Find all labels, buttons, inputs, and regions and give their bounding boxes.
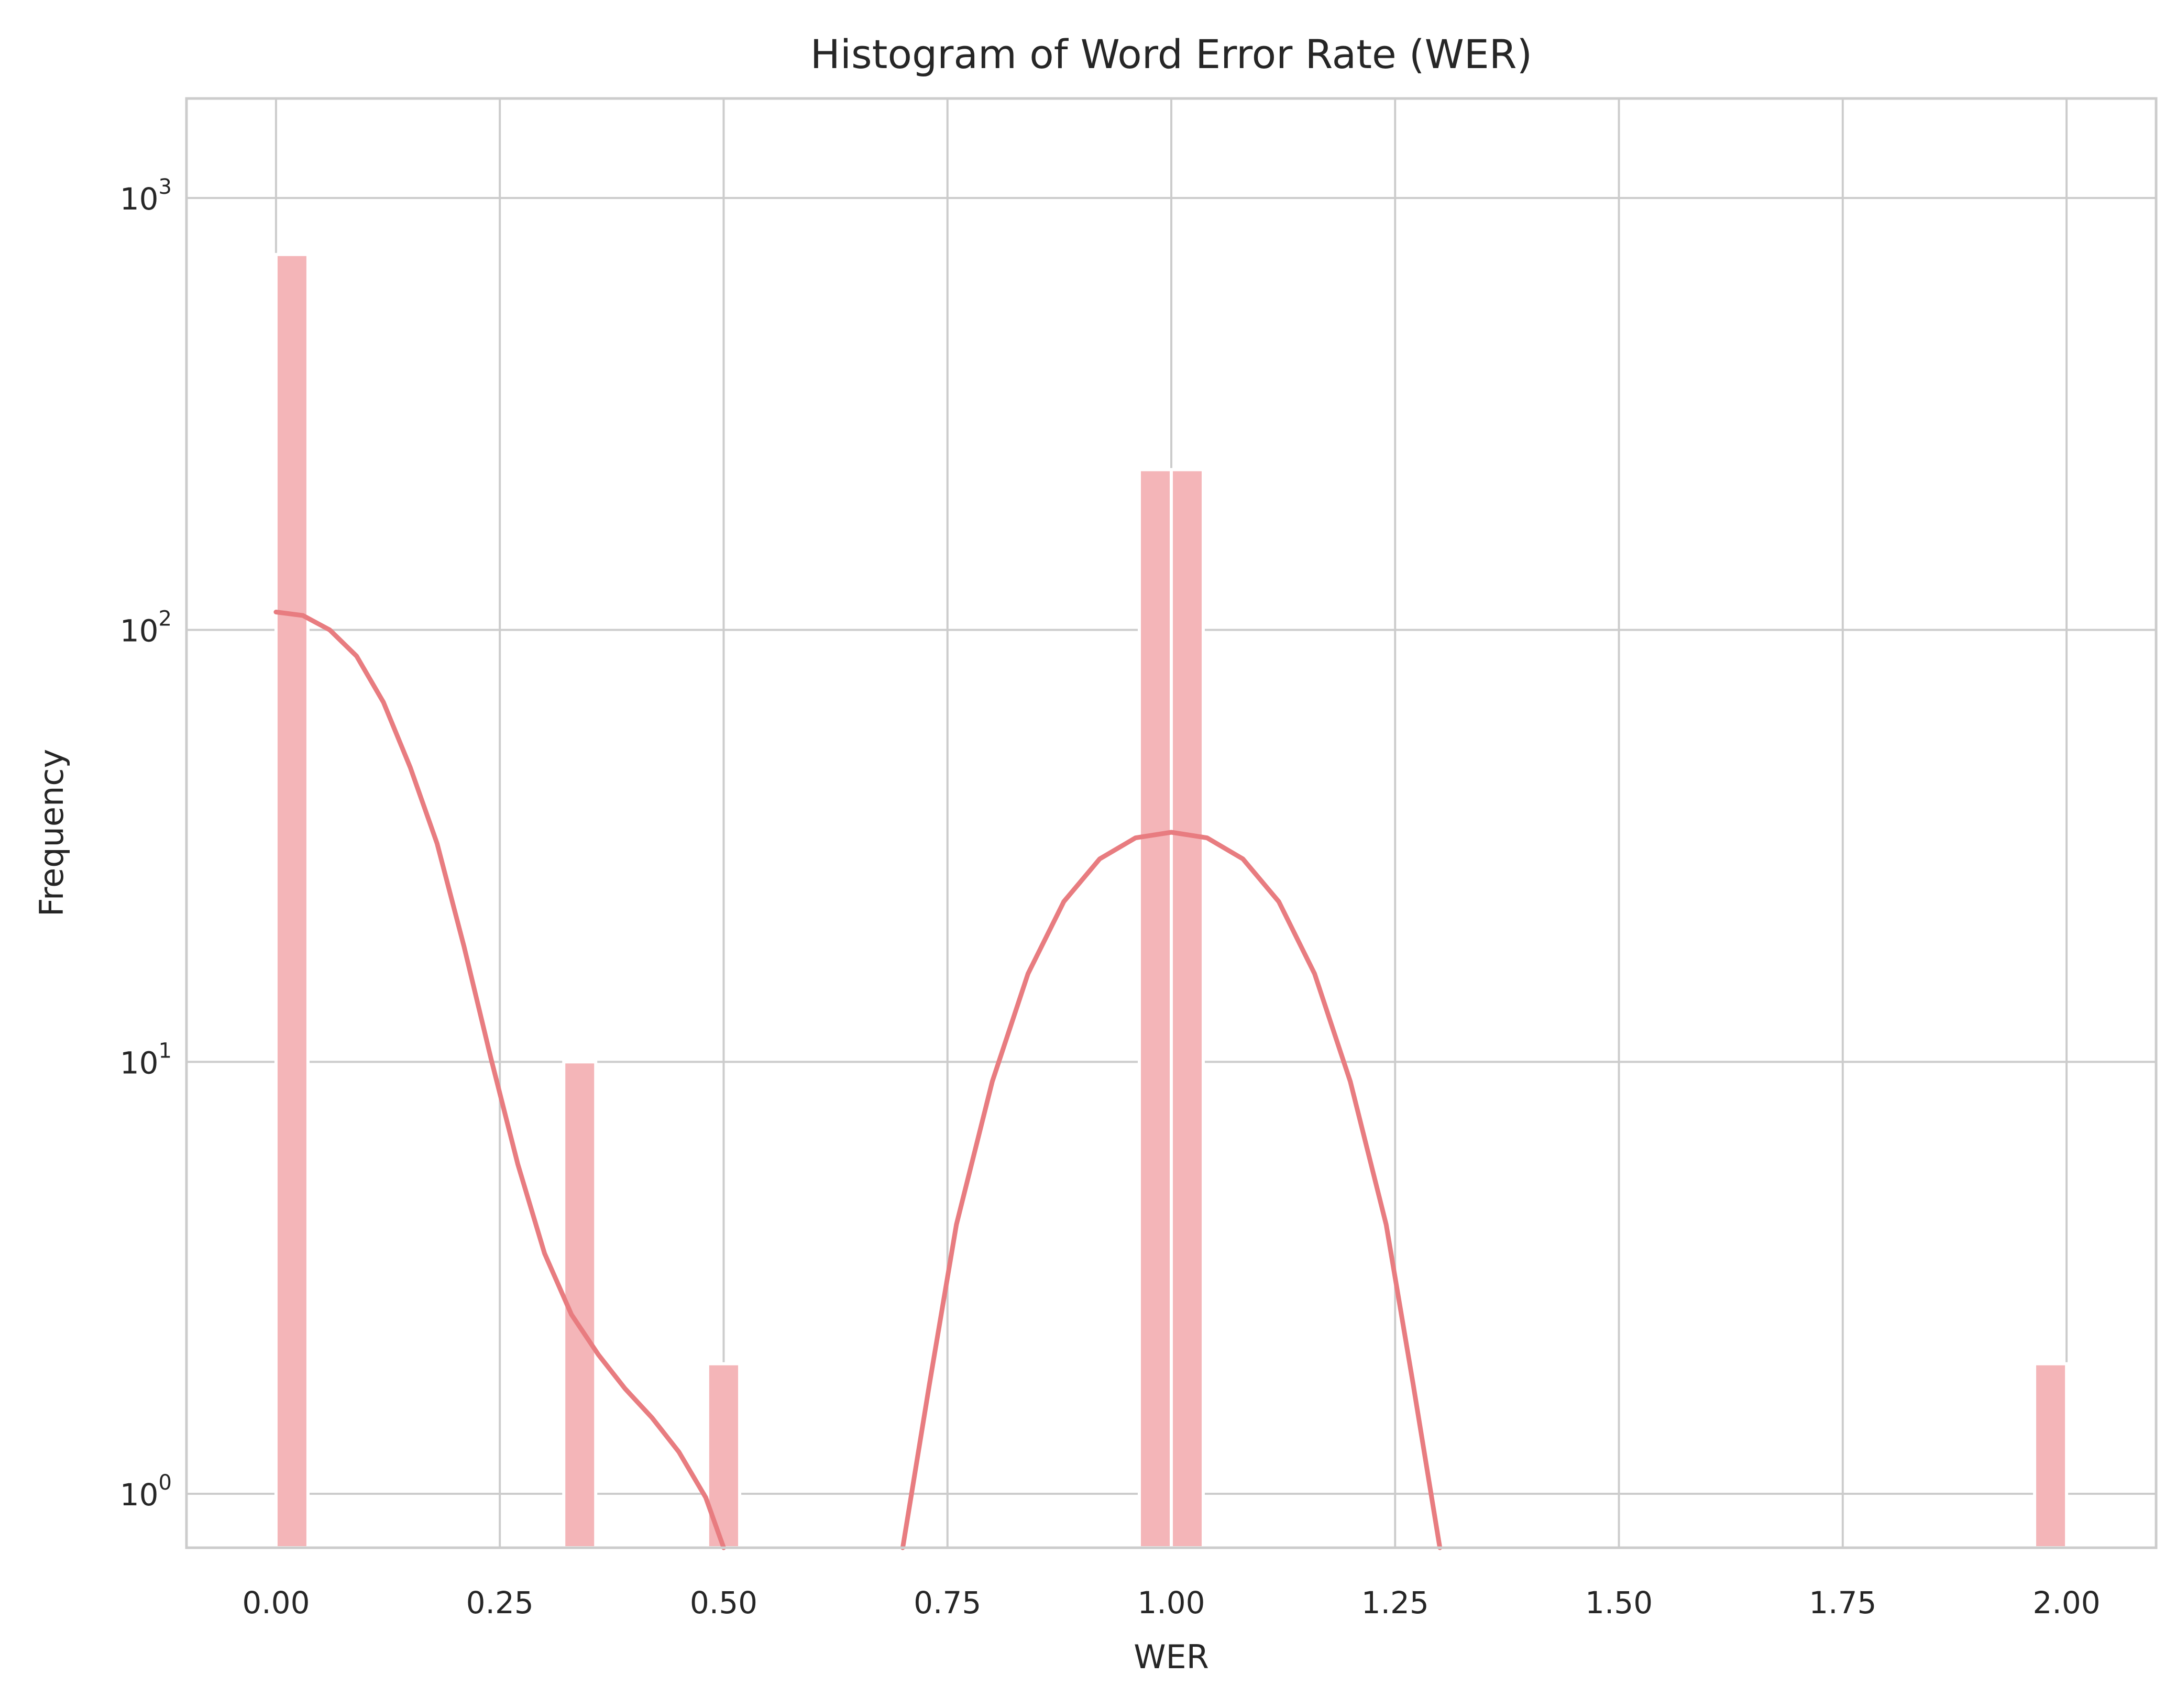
histogram-bar bbox=[1137, 468, 1173, 1549]
x-tick-label: 0.00 bbox=[242, 1585, 310, 1621]
x-tick-label: 1.25 bbox=[1361, 1585, 1429, 1621]
chart-title: Histogram of Word Error Rate (WER) bbox=[810, 31, 1532, 78]
kde-curve bbox=[900, 830, 1443, 1550]
x-axis-label: WER bbox=[1134, 1638, 1209, 1676]
y-tick-label: 100 bbox=[120, 1471, 172, 1513]
plot-frame bbox=[185, 97, 2158, 1549]
kde-curves bbox=[273, 610, 1443, 1550]
y-axis-label: Frequency bbox=[32, 749, 71, 917]
y-tick-labels: 100 101 102 103 bbox=[120, 175, 172, 1513]
histogram-bar bbox=[706, 1362, 742, 1550]
histogram-bar bbox=[274, 252, 310, 1550]
x-tick-label: 1.75 bbox=[1809, 1585, 1876, 1621]
y-tick-label: 103 bbox=[120, 175, 172, 217]
y-tick-label: 102 bbox=[120, 607, 172, 649]
x-tick-label: 0.50 bbox=[690, 1585, 757, 1621]
histogram-bar bbox=[2033, 1362, 2069, 1550]
x-tick-label: 0.75 bbox=[914, 1585, 981, 1621]
y-tick-label: 101 bbox=[120, 1039, 172, 1081]
histogram-bars bbox=[274, 252, 2069, 1550]
x-tick-label: 2.00 bbox=[2033, 1585, 2101, 1621]
x-tick-label: 0.25 bbox=[466, 1585, 534, 1621]
histogram-bar bbox=[1170, 468, 1205, 1549]
kde-curve bbox=[273, 610, 726, 1550]
x-tick-label: 1.00 bbox=[1137, 1585, 1205, 1621]
x-tick-labels: 0.00 0.25 0.50 0.75 1.00 1.25 1.50 1.75 2.00 bbox=[242, 1585, 2100, 1621]
x-tick-label: 1.50 bbox=[1585, 1585, 1653, 1621]
